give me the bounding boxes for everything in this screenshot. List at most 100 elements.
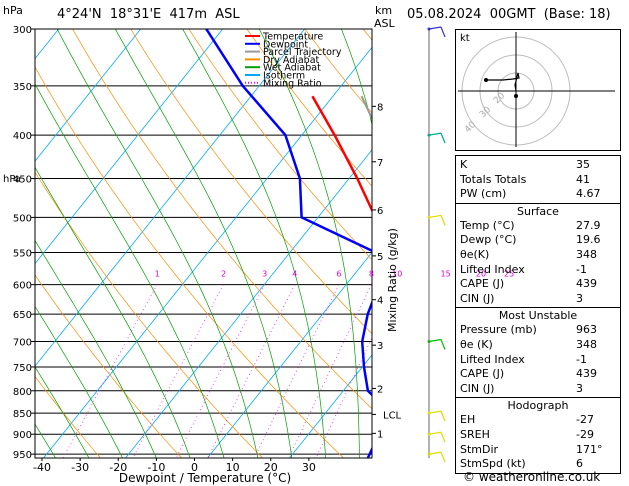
km-tick-label: 1 bbox=[377, 429, 383, 440]
pressure-tick-label: 300 bbox=[13, 25, 32, 36]
most-unstable-row: CAPE (J) 439 bbox=[460, 367, 597, 381]
ylabel: hPa bbox=[3, 174, 21, 185]
legend-label: Wet Adiabat bbox=[263, 63, 321, 74]
pressure-tick-label: 550 bbox=[13, 249, 32, 260]
asl-label: ASL bbox=[374, 17, 395, 30]
hodograph-params-box: Hodograph EH -27 SREH -29 StmDir 171° StmSp… bbox=[455, 398, 621, 474]
wind-barb-flag bbox=[440, 410, 446, 422]
pressure-tick-label: 450 bbox=[13, 175, 32, 186]
surface-box: Surface Temp (°C) 27.9 Dewp (°C) 19.6 θe(K… bbox=[455, 203, 621, 309]
isotherm--30 bbox=[35, 29, 306, 367]
temperature-tick-label: -40 bbox=[33, 461, 51, 474]
hodograph-row: EH -27 bbox=[460, 413, 594, 427]
km-tick-label: 3 bbox=[377, 341, 383, 352]
dry-adiabat-40 bbox=[130, 29, 372, 335]
wet-adiabat-12 bbox=[114, 29, 293, 458]
surface-row: CAPE (J) 439 bbox=[460, 277, 597, 291]
wind-barb-flag bbox=[440, 215, 446, 226]
legend-label: Temperature bbox=[262, 32, 323, 43]
hodograph-unit: kt bbox=[460, 33, 470, 44]
mixing-ratio-line-2 bbox=[132, 284, 224, 458]
most-unstable-row: CIN (J) 3 bbox=[460, 381, 583, 395]
wind-barb bbox=[428, 338, 442, 343]
mixing-ratio-label: 8 bbox=[369, 269, 374, 278]
wind-barb bbox=[428, 431, 442, 435]
hodograph-row: SREH -29 bbox=[460, 427, 594, 441]
hodograph-table-title: Hodograph bbox=[507, 399, 569, 413]
wind-barb-flag bbox=[440, 26, 446, 38]
temperature-tick-label: -30 bbox=[71, 461, 89, 474]
dry-adiabat-30 bbox=[72, 29, 372, 410]
pressure-tick-label: 400 bbox=[13, 131, 32, 142]
dry-adiabat-50 bbox=[188, 29, 372, 261]
sounding-indices-panel: K 35 Totals Totals 41 PW (cm) 4.67 Surface … bbox=[455, 155, 621, 474]
plot-frame bbox=[34, 28, 373, 459]
pressure-tick-label: 600 bbox=[13, 281, 32, 292]
series-temperature bbox=[311, 95, 372, 214]
surface-row: Temp (°C) 27.9 bbox=[460, 218, 601, 232]
mixing-ratio-line-6 bbox=[254, 284, 340, 458]
hodograph-row: StmDir 171° bbox=[460, 442, 603, 456]
wind-barb-dot bbox=[427, 27, 431, 31]
isotherm-10 bbox=[289, 354, 372, 458]
most-unstable-box: Most Unstable Pressure (mb) 963 θe (K) 348… bbox=[455, 308, 621, 399]
dry-adiabat-60 bbox=[246, 29, 372, 187]
wind-barb-dot bbox=[427, 215, 431, 219]
wind-barb-dot bbox=[427, 133, 431, 137]
most-unstable-title: Most Unstable bbox=[498, 309, 578, 323]
wind-barb-flag bbox=[440, 132, 446, 144]
km-tick-label: 4 bbox=[377, 296, 383, 307]
pressure-tick-label: 900 bbox=[13, 430, 32, 441]
mixing-ratio-label: 3 bbox=[262, 269, 267, 278]
surface-row: θe(K) 348 bbox=[460, 247, 597, 261]
wet-adiabat--12 bbox=[35, 366, 90, 458]
wind-barb-flag bbox=[440, 451, 446, 463]
surface-row: Dewp (°C) 19.6 bbox=[460, 233, 601, 247]
pressure-tick-label: 500 bbox=[13, 213, 32, 224]
mixing-ratio-axis-label: Mixing Ratio (g/kg) bbox=[386, 228, 399, 332]
mixing-ratio-line-4 bbox=[207, 284, 296, 458]
mixing-ratio-label: 15 bbox=[440, 269, 450, 278]
index-row: Totals Totals 41 bbox=[460, 172, 590, 186]
isotherm--20 bbox=[43, 46, 372, 458]
wind-barb-flag bbox=[440, 431, 446, 443]
mixing-ratio-label: 2 bbox=[221, 269, 226, 278]
pressure-tick-label: 850 bbox=[13, 409, 32, 420]
pressure-tick-label: 800 bbox=[13, 387, 32, 398]
temperature-tick-label: -10 bbox=[147, 461, 165, 474]
km-tick-label: 2 bbox=[377, 384, 383, 395]
legend-label: Mixing Ratio bbox=[263, 78, 322, 89]
legend-label: Dry Adiabat bbox=[263, 55, 320, 66]
wind-barb-dot bbox=[427, 411, 431, 415]
wet-adiabat-0 bbox=[35, 166, 191, 458]
temperature-tick-label: 0 bbox=[191, 461, 198, 474]
most-unstable-row: Pressure (mb) 963 bbox=[460, 323, 597, 337]
legend-label: Parcel Trajectory bbox=[263, 47, 342, 58]
wet-adiabat-20 bbox=[258, 29, 360, 458]
wet-adiabat--8 bbox=[35, 305, 123, 458]
dry-adiabat-0 bbox=[35, 274, 182, 458]
mixing-ratio-line-3 bbox=[175, 284, 265, 458]
wet-adiabat-16 bbox=[182, 29, 327, 458]
pressure-tick-label: 700 bbox=[13, 338, 32, 349]
hodograph-trace bbox=[486, 72, 520, 92]
wind-barb bbox=[428, 214, 442, 218]
hodograph-row: StmSpd (kt) 6 bbox=[460, 457, 583, 471]
x-axis-label: Dewpoint / Temperature (°C) bbox=[119, 471, 291, 485]
datetime-title: 05.08.2024 00GMT (Base: 18) bbox=[407, 7, 611, 22]
surface-row: CIN (J) 3 bbox=[460, 291, 583, 305]
wind-barb bbox=[428, 132, 442, 136]
hpa-unit-label: hPa bbox=[3, 4, 23, 17]
isotherm--50 bbox=[35, 29, 142, 162]
surface-row: Lifted Index -1 bbox=[460, 262, 587, 276]
wet-adiabat-28 bbox=[422, 29, 440, 458]
isotherm--10 bbox=[125, 149, 372, 458]
indices-box: K 35 Totals Totals 41 PW (cm) 4.67 bbox=[455, 155, 621, 204]
hodograph-end-marker bbox=[484, 78, 488, 82]
pressure-tick-label: 750 bbox=[13, 363, 32, 374]
km-tick-label: 8 bbox=[377, 102, 383, 113]
km-tick-label: 6 bbox=[377, 206, 383, 217]
most-unstable-row: θe (K) 348 bbox=[460, 337, 597, 351]
legend-label: Dewpoint bbox=[263, 39, 308, 50]
